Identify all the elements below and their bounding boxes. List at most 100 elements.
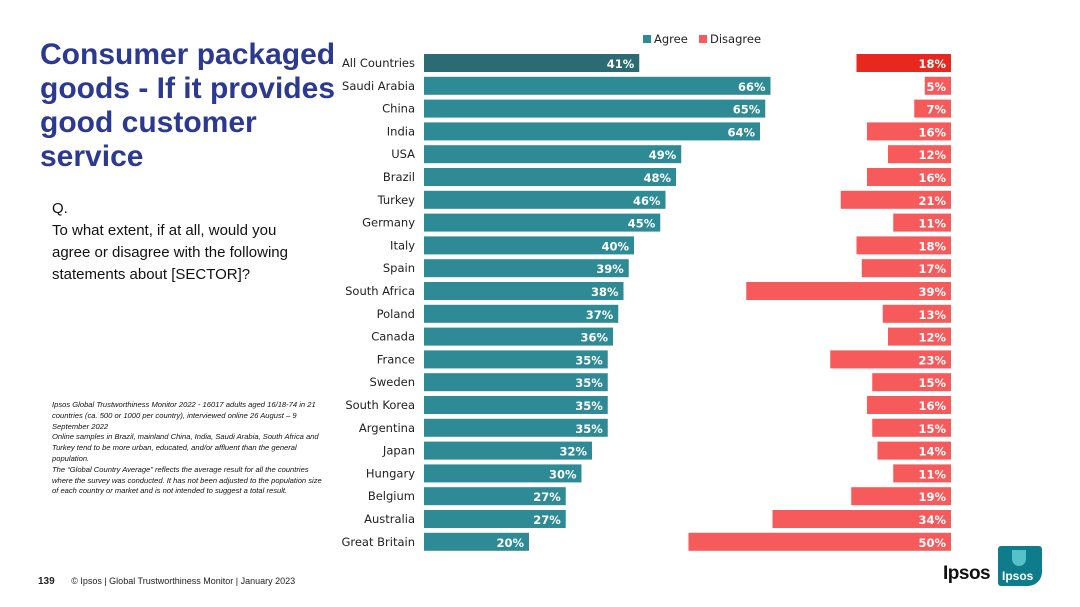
legend-label-disagree: Disagree xyxy=(710,32,761,46)
category-label: Argentina xyxy=(359,421,415,435)
agree-value-label: 37% xyxy=(586,308,614,322)
disagree-value-label: 15% xyxy=(918,422,946,436)
category-label: All Countries xyxy=(342,56,415,70)
category-label: South Africa xyxy=(345,284,415,298)
disagree-bar xyxy=(746,282,951,300)
disagree-bar xyxy=(867,396,951,414)
footer-text: © Ipsos | Global Trustworthiness Monitor… xyxy=(71,576,296,586)
category-label: Canada xyxy=(371,330,415,344)
disagree-value-label: 18% xyxy=(918,239,946,253)
agree-bar xyxy=(424,145,682,164)
category-label: India xyxy=(387,124,415,138)
category-label: Great Britain xyxy=(341,535,415,549)
agree-bar xyxy=(424,259,629,278)
category-label: Poland xyxy=(377,307,415,321)
agree-bar xyxy=(424,190,666,209)
agree-value-label: 38% xyxy=(591,285,619,299)
ipsos-logo-icon: Ipsos xyxy=(998,546,1042,586)
disagree-value-label: 15% xyxy=(918,376,946,390)
agree-bar xyxy=(424,168,676,186)
agree-value-label: 30% xyxy=(549,467,577,481)
category-label: South Korea xyxy=(345,398,415,412)
note-line: Online samples in Brazil, mainland China… xyxy=(52,432,319,463)
agree-bar xyxy=(424,304,619,323)
agree-value-label: 20% xyxy=(496,536,524,550)
agree-bar xyxy=(424,327,613,346)
question-block: Q. To what extent, if at all, would you … xyxy=(52,198,292,286)
disagree-bar xyxy=(867,168,951,186)
disagree-bar xyxy=(877,441,951,460)
legend-swatch-agree xyxy=(643,35,651,43)
category-label: Spain xyxy=(383,261,415,275)
disagree-value-label: 21% xyxy=(918,194,946,208)
methodology-notes: Ipsos Global Trustworthiness Monitor 202… xyxy=(52,400,330,497)
disagree-value-label: 14% xyxy=(918,445,946,459)
disagree-value-label: 16% xyxy=(918,399,946,413)
category-label: Sweden xyxy=(370,375,415,389)
agree-bar xyxy=(424,532,529,551)
agree-value-label: 35% xyxy=(575,376,603,390)
disagree-value-label: 11% xyxy=(918,217,946,231)
disagree-bar xyxy=(856,236,951,255)
agree-value-label: 45% xyxy=(628,217,656,231)
agree-bar xyxy=(424,54,640,72)
category-label: Turkey xyxy=(377,193,416,207)
agree-value-label: 66% xyxy=(738,80,766,94)
disagree-value-label: 34% xyxy=(918,513,946,527)
question-prefix: Q. xyxy=(52,200,68,217)
category-label: Saudi Arabia xyxy=(342,79,415,93)
category-label: Brazil xyxy=(383,170,415,184)
disagree-bar xyxy=(893,464,951,483)
logo-box-text: Ipsos xyxy=(1002,569,1034,583)
disagree-bar xyxy=(856,54,951,72)
agree-value-label: 40% xyxy=(601,239,629,253)
agree-bar xyxy=(424,213,661,232)
agree-value-label: 27% xyxy=(533,490,561,504)
disagree-bar xyxy=(861,259,951,278)
agree-value-label: 65% xyxy=(733,103,761,117)
question-text: To what extent, if at all, would you agr… xyxy=(52,222,288,283)
legend-swatch-disagree xyxy=(699,35,707,43)
disagree-bar xyxy=(872,418,951,437)
disagree-bar xyxy=(888,145,951,164)
disagree-value-label: 18% xyxy=(918,57,946,71)
disagree-value-label: 12% xyxy=(918,331,946,345)
agree-bar xyxy=(424,441,592,460)
agree-value-label: 36% xyxy=(580,331,608,345)
disagree-value-label: 16% xyxy=(918,125,946,139)
agree-bar xyxy=(424,122,760,141)
disagree-bar xyxy=(882,304,951,323)
disagree-value-label: 19% xyxy=(918,490,946,504)
disagree-bar xyxy=(851,487,951,506)
category-label: China xyxy=(382,102,415,116)
disagree-bar xyxy=(772,510,951,528)
agree-bar xyxy=(424,76,771,95)
agree-bar xyxy=(424,350,608,369)
ipsos-wordmark: Ipsos xyxy=(943,563,991,584)
agree-value-label: 35% xyxy=(575,422,603,436)
category-label: Hungary xyxy=(366,466,415,480)
category-label: Australia xyxy=(364,512,415,526)
disagree-bar xyxy=(830,350,951,369)
disagree-bar xyxy=(924,76,951,95)
category-label: Belgium xyxy=(368,489,415,503)
disagree-value-label: 39% xyxy=(918,285,946,299)
disagree-bar xyxy=(888,327,951,346)
agree-bar xyxy=(424,487,566,506)
disagree-bar xyxy=(872,373,951,392)
agree-value-label: 48% xyxy=(643,171,671,185)
category-label: Germany xyxy=(362,216,415,230)
agree-value-label: 27% xyxy=(533,513,561,527)
agree-value-label: 35% xyxy=(575,399,603,413)
agree-bar xyxy=(424,236,634,255)
agree-bar xyxy=(424,510,566,528)
agree-value-label: 46% xyxy=(633,194,661,208)
slide-title: Consumer packaged goods - If it provides… xyxy=(40,38,336,173)
agree-bar xyxy=(424,464,582,483)
disagree-value-label: 13% xyxy=(918,308,946,322)
disagree-value-label: 17% xyxy=(918,262,946,276)
note-line: Ipsos Global Trustworthiness Monitor 202… xyxy=(52,400,316,431)
disagree-value-label: 23% xyxy=(918,353,946,367)
agree-value-label: 41% xyxy=(607,57,635,71)
disagree-value-label: 11% xyxy=(918,467,946,481)
